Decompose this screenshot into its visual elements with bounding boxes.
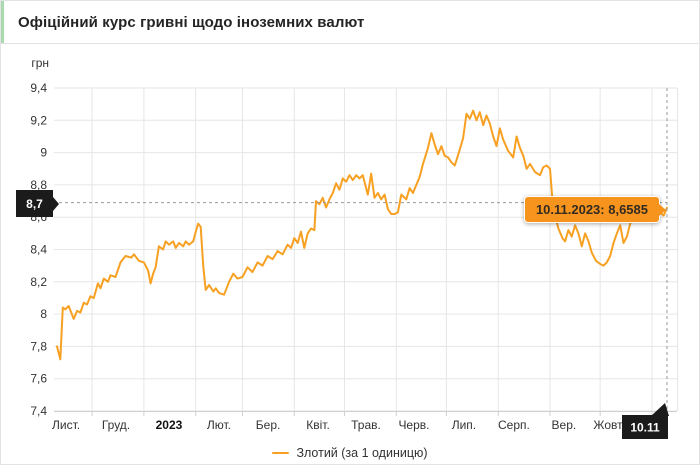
svg-text:Жовт.: Жовт. xyxy=(593,418,624,432)
svg-text:Груд.: Груд. xyxy=(102,418,130,432)
series-line xyxy=(56,109,668,361)
svg-text:7,4: 7,4 xyxy=(30,404,47,418)
y-axis-unit-label: грн xyxy=(31,56,49,70)
widget-header: Офіційний курс гривні щодо іноземних вал… xyxy=(1,1,699,44)
svg-text:8,2: 8,2 xyxy=(30,275,47,289)
svg-text:9: 9 xyxy=(40,146,47,160)
header-accent-bar xyxy=(1,1,4,43)
svg-text:Черв.: Черв. xyxy=(398,418,429,432)
svg-text:Вер.: Вер. xyxy=(552,418,577,432)
svg-text:8,8: 8,8 xyxy=(30,178,47,192)
svg-text:Трав.: Трав. xyxy=(351,418,381,432)
y-axis-labels: 9,49,298,88,68,48,287,87,67,4 xyxy=(30,81,47,418)
grid-vertical xyxy=(91,88,653,416)
tooltip-text: 10.11.2023: 8,6585 xyxy=(535,202,648,217)
svg-text:Серп.: Серп. xyxy=(498,418,530,432)
tooltip: 10.11.2023: 8,6585 xyxy=(523,196,667,223)
svg-text:Квіт.: Квіт. xyxy=(306,418,330,432)
svg-text:Лип.: Лип. xyxy=(452,418,476,432)
x-axis-labels: Лист. Груд. 2023 Лют. Бер. Квіт. Трав. Черв. Лип… xyxy=(52,418,625,432)
svg-text:9,2: 9,2 xyxy=(30,113,47,127)
svg-text:7,8: 7,8 xyxy=(30,339,47,353)
svg-text:8: 8 xyxy=(40,307,47,321)
legend: Злотий (за 1 одиницю) xyxy=(1,443,699,463)
svg-text:Лист.: Лист. xyxy=(52,418,80,432)
x-crosshair-tag: 10.11 xyxy=(622,403,669,439)
svg-text:2023: 2023 xyxy=(156,418,183,432)
page-title: Офіційний курс гривні щодо іноземних вал… xyxy=(18,13,365,31)
y-crosshair-tag: 8,7 xyxy=(16,190,59,217)
svg-text:Лют.: Лют. xyxy=(207,418,231,432)
svg-text:9,4: 9,4 xyxy=(30,81,47,95)
svg-text:7,6: 7,6 xyxy=(30,372,47,386)
x-crosshair-tag-value: 10.11 xyxy=(630,421,660,435)
grid-horizontal xyxy=(54,87,677,412)
svg-text:8,4: 8,4 xyxy=(30,243,47,257)
y-crosshair-tag-value: 8,7 xyxy=(26,197,43,211)
svg-text:Бер.: Бер. xyxy=(256,418,281,432)
legend-series-label[interactable]: Злотий (за 1 одиницю) xyxy=(296,446,428,460)
legend-line-swatch xyxy=(272,452,290,454)
